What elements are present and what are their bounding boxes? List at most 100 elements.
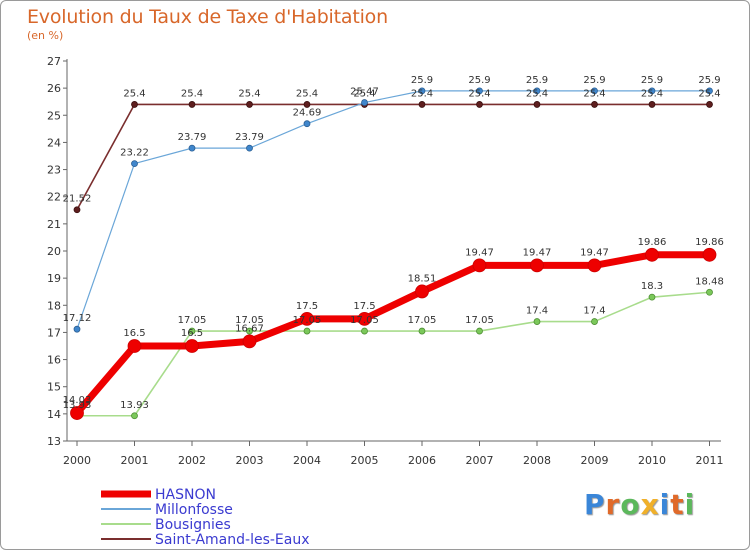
data-label-hasnon: 14.03 <box>63 395 92 406</box>
y-tick-label: 25 <box>47 109 61 122</box>
data-label-saint-amand-les-eaux: 25.4 <box>583 88 605 99</box>
data-point-saint-amand-les-eaux <box>533 101 541 108</box>
data-point-saint-amand-les-eaux <box>706 101 713 108</box>
data-label-millonfosse: 25.9 <box>411 75 433 86</box>
data-point-hasnon <box>242 334 257 349</box>
data-point-millonfosse <box>303 120 311 128</box>
data-point-bousignies <box>706 288 713 296</box>
data-label-hasnon: 16.5 <box>181 328 203 339</box>
x-tick-label: 2011 <box>696 454 724 467</box>
x-tick-label: 2010 <box>638 454 666 467</box>
data-label-saint-amand-les-eaux: 25.4 <box>468 88 490 99</box>
data-label-hasnon: 17.5 <box>296 301 318 312</box>
y-tick-label: 24 <box>47 136 61 149</box>
x-tick-label: 2000 <box>63 454 91 467</box>
data-label-bousignies: 17.05 <box>350 315 379 326</box>
data-label-millonfosse: 24.69 <box>293 108 322 119</box>
y-tick-label: 13 <box>47 435 61 448</box>
data-point-hasnon <box>645 247 659 262</box>
data-label-millonfosse: 25.9 <box>526 75 548 86</box>
y-tick-label: 16 <box>47 354 61 367</box>
data-point-millonfosse <box>706 87 713 95</box>
y-tick-label: 27 <box>47 55 61 68</box>
data-label-millonfosse: 25.9 <box>583 75 605 86</box>
x-tick-label: 2002 <box>178 454 206 467</box>
y-tick-label: 23 <box>47 164 61 177</box>
data-point-millonfosse <box>476 87 483 95</box>
data-label-saint-amand-les-eaux: 25.4 <box>296 88 318 99</box>
x-tick-label: 2009 <box>581 454 609 467</box>
data-label-bousignies: 17.05 <box>408 315 437 326</box>
y-tick-label: 17 <box>47 326 61 339</box>
data-label-millonfosse: 17.12 <box>63 313 92 324</box>
x-tick-label: 2003 <box>236 454 264 467</box>
data-point-millonfosse <box>533 87 541 95</box>
data-point-bousignies <box>131 412 138 420</box>
data-point-saint-amand-les-eaux <box>246 101 253 108</box>
data-label-saint-amand-les-eaux: 25.4 <box>641 88 663 99</box>
data-point-hasnon <box>357 311 372 326</box>
data-label-bousignies: 13.93 <box>63 400 92 411</box>
data-label-millonfosse: 25.9 <box>698 75 720 86</box>
legend-label-millonfosse: Millonfosse <box>155 502 233 518</box>
data-label-bousignies: 18.48 <box>695 276 724 287</box>
data-point-millonfosse <box>246 144 253 152</box>
data-point-saint-amand-les-eaux <box>188 101 196 108</box>
data-label-hasnon: 17.5 <box>353 301 375 312</box>
data-label-bousignies: 17.05 <box>293 315 322 326</box>
data-point-millonfosse <box>188 144 196 152</box>
x-tick-label: 2008 <box>523 454 551 467</box>
chart-title: Evolution du Taux de Taxe d'Habitation <box>27 6 388 28</box>
data-point-bousignies <box>648 293 656 301</box>
proxiti-logo: Proxiti <box>584 488 696 521</box>
data-label-saint-amand-les-eaux: 25.4 <box>238 88 260 99</box>
y-tick-label: 22 <box>47 191 61 204</box>
data-point-bousignies <box>418 327 426 335</box>
y-tick-label: 14 <box>47 408 61 421</box>
data-label-bousignies: 17.05 <box>178 315 207 326</box>
data-label-bousignies: 17.4 <box>526 306 548 317</box>
data-label-millonfosse: 23.79 <box>178 132 207 143</box>
legend-label-hasnon: HASNON <box>155 487 216 503</box>
data-point-millonfosse <box>418 87 426 95</box>
data-label-saint-amand-les-eaux: 25.4 <box>181 88 203 99</box>
data-label-millonfosse: 23.79 <box>235 132 264 143</box>
data-label-hasnon: 19.47 <box>580 247 609 258</box>
data-point-bousignies <box>303 327 311 335</box>
y-tick-label: 21 <box>47 218 61 231</box>
data-point-hasnon <box>702 247 717 262</box>
data-label-saint-amand-les-eaux: 25.4 <box>353 88 375 99</box>
series-line-bousignies <box>77 291 710 417</box>
data-point-bousignies <box>533 318 541 325</box>
legend-label-saint-amand-les-eaux: Saint-Amand-les-Eaux <box>155 532 310 548</box>
data-label-millonfosse: 23.22 <box>120 148 149 159</box>
data-label-hasnon: 19.47 <box>465 247 494 258</box>
data-label-hasnon: 19.47 <box>523 247 552 258</box>
data-label-hasnon: 19.86 <box>695 237 724 248</box>
data-label-bousignies: 17.05 <box>235 315 264 326</box>
data-label-saint-amand-les-eaux: 25.4 <box>123 88 145 99</box>
y-tick-label: 20 <box>47 245 61 258</box>
data-point-hasnon <box>300 311 314 326</box>
data-label-saint-amand-les-eaux: 25.4 <box>526 88 548 99</box>
data-point-saint-amand-les-eaux <box>303 101 311 108</box>
data-point-hasnon <box>70 406 84 420</box>
data-point-millonfosse <box>361 99 368 106</box>
data-point-millonfosse <box>591 87 598 95</box>
data-label-saint-amand-les-eaux: 21.52 <box>63 194 92 205</box>
data-point-millonfosse <box>648 87 656 95</box>
data-label-millonfosse: 25.9 <box>468 75 490 86</box>
data-point-hasnon <box>127 339 142 353</box>
data-point-saint-amand-les-eaux <box>476 101 483 108</box>
data-label-saint-amand-les-eaux: 25.4 <box>411 88 433 99</box>
data-label-hasnon: 16.67 <box>235 323 264 334</box>
series-line-saint-amand-les-eaux <box>76 103 710 211</box>
data-label-millonfosse: 25.47 <box>350 87 379 98</box>
data-point-hasnon <box>587 258 602 273</box>
data-point-hasnon <box>472 258 487 273</box>
data-label-hasnon: 18.51 <box>408 273 437 284</box>
y-tick-label: 18 <box>47 299 61 312</box>
data-label-bousignies: 17.05 <box>465 315 494 326</box>
